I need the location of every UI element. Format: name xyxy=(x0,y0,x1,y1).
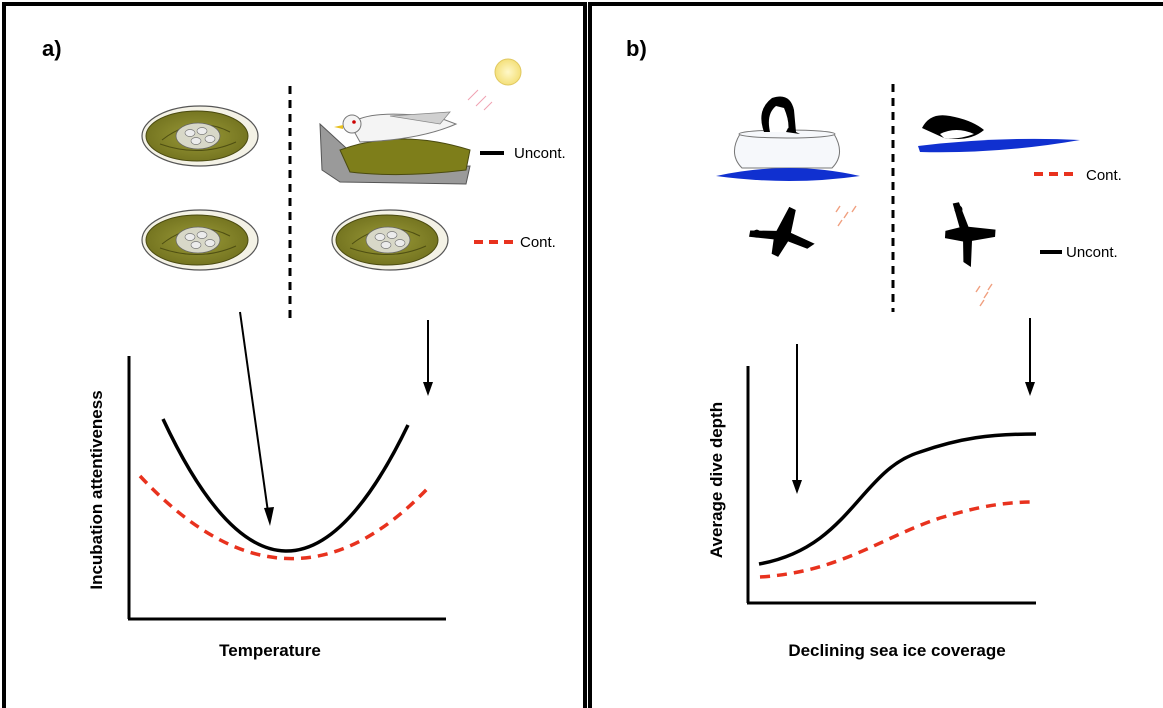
diving-seabird-icon xyxy=(745,204,816,261)
gull-on-nest-icon xyxy=(319,111,471,185)
legend-uncont-label: Uncont. xyxy=(514,145,566,162)
plot-a-ylabel: Incubation attentiveness xyxy=(87,390,106,589)
curve-uncont xyxy=(161,418,410,553)
legend-cont-label: Cont. xyxy=(520,234,556,251)
plot-b-xlabel: Declining sea ice coverage xyxy=(788,641,1005,660)
panel-a-frame xyxy=(2,2,587,708)
arrow xyxy=(792,344,802,494)
diving-seabird-icon xyxy=(931,191,1006,271)
sun-icon xyxy=(467,58,522,111)
seabird-on-ice-icon xyxy=(716,96,860,181)
plot-b-ylabel: Average dive depth xyxy=(707,402,726,558)
arrow xyxy=(423,320,433,396)
plot-b-axes xyxy=(746,366,1036,605)
bubbles-icon xyxy=(835,205,857,227)
legend-cont-label: Cont. xyxy=(1086,167,1122,184)
nest-icon xyxy=(141,209,259,271)
curve-cont xyxy=(759,500,1037,579)
curve-cont xyxy=(138,474,430,561)
arrow xyxy=(239,311,274,526)
nest-icon xyxy=(331,209,449,271)
panel-b-frame xyxy=(588,2,1163,708)
plot-a-xlabel: Temperature xyxy=(219,641,321,660)
bubbles-icon xyxy=(975,283,993,307)
nest-icon xyxy=(141,105,259,167)
panel-a-label: a) xyxy=(42,36,62,61)
seabird-on-ice-icon xyxy=(918,115,1080,153)
arrow xyxy=(1025,318,1035,396)
plot-a-axes xyxy=(127,356,446,621)
curve-uncont xyxy=(758,432,1037,566)
panel-b-label: b) xyxy=(626,36,647,61)
legend-uncont-label: Uncont. xyxy=(1066,244,1118,261)
